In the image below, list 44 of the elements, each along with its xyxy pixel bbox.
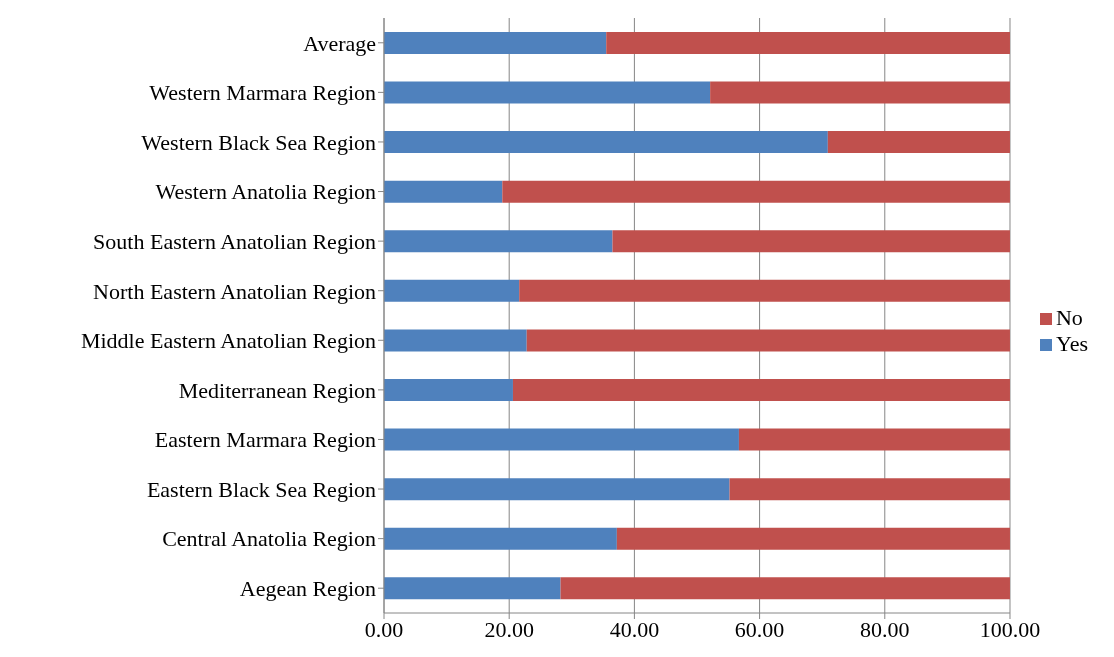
- x-tick-label: 20.00: [484, 616, 534, 642]
- bar: [384, 131, 828, 154]
- bar: [384, 31, 607, 54]
- bar: [384, 230, 613, 253]
- bar: [729, 478, 1010, 501]
- bar: [519, 279, 1010, 302]
- bar: [384, 378, 513, 401]
- legend-label: No: [1055, 304, 1083, 330]
- bar: [384, 527, 617, 550]
- y-tick-label: Middle Eastern Anatolian Region: [80, 328, 376, 354]
- bar: [560, 577, 1010, 600]
- x-tick-label: 40.00: [609, 616, 660, 642]
- y-tick-label: Central Anatolia Region: [162, 526, 376, 552]
- y-tick-label: Western Black Sea Region: [141, 129, 376, 155]
- y-tick-label: Western Marmara Region: [149, 80, 376, 106]
- x-tick-label: 100.00: [979, 616, 1041, 642]
- x-tick-label: 80.00: [860, 616, 910, 642]
- bar: [384, 180, 503, 203]
- bar: [384, 478, 730, 501]
- bar: [512, 378, 1010, 401]
- bar: [384, 279, 520, 302]
- x-tick-label: 0.00: [364, 616, 404, 642]
- bar: [526, 329, 1010, 352]
- x-tick-label: 60.00: [734, 616, 785, 642]
- y-tick-label: Western Anatolia Region: [155, 179, 376, 205]
- bar: [384, 329, 527, 352]
- y-tick-label: Aegean Region: [239, 576, 376, 602]
- y-tick-label: Mediterranean Region: [178, 377, 376, 403]
- bar: [384, 428, 739, 451]
- bar: [710, 81, 1010, 104]
- y-tick-label: Eastern Black Sea Region: [146, 476, 376, 502]
- bar: [384, 81, 711, 104]
- bar: [606, 31, 1010, 54]
- legend-label: Yes: [1055, 330, 1088, 356]
- y-tick-label: Eastern Marmara Region: [154, 427, 376, 453]
- y-tick-label: North Eastern Anatolian Region: [93, 278, 376, 304]
- bar: [384, 577, 561, 600]
- bar: [827, 131, 1010, 154]
- bar: [612, 230, 1010, 253]
- bar: [616, 527, 1010, 550]
- bar: [502, 180, 1010, 203]
- y-tick-label: Average: [303, 30, 376, 56]
- y-tick-label: South Eastern Anatolian Region: [93, 228, 376, 254]
- bar: [738, 428, 1010, 451]
